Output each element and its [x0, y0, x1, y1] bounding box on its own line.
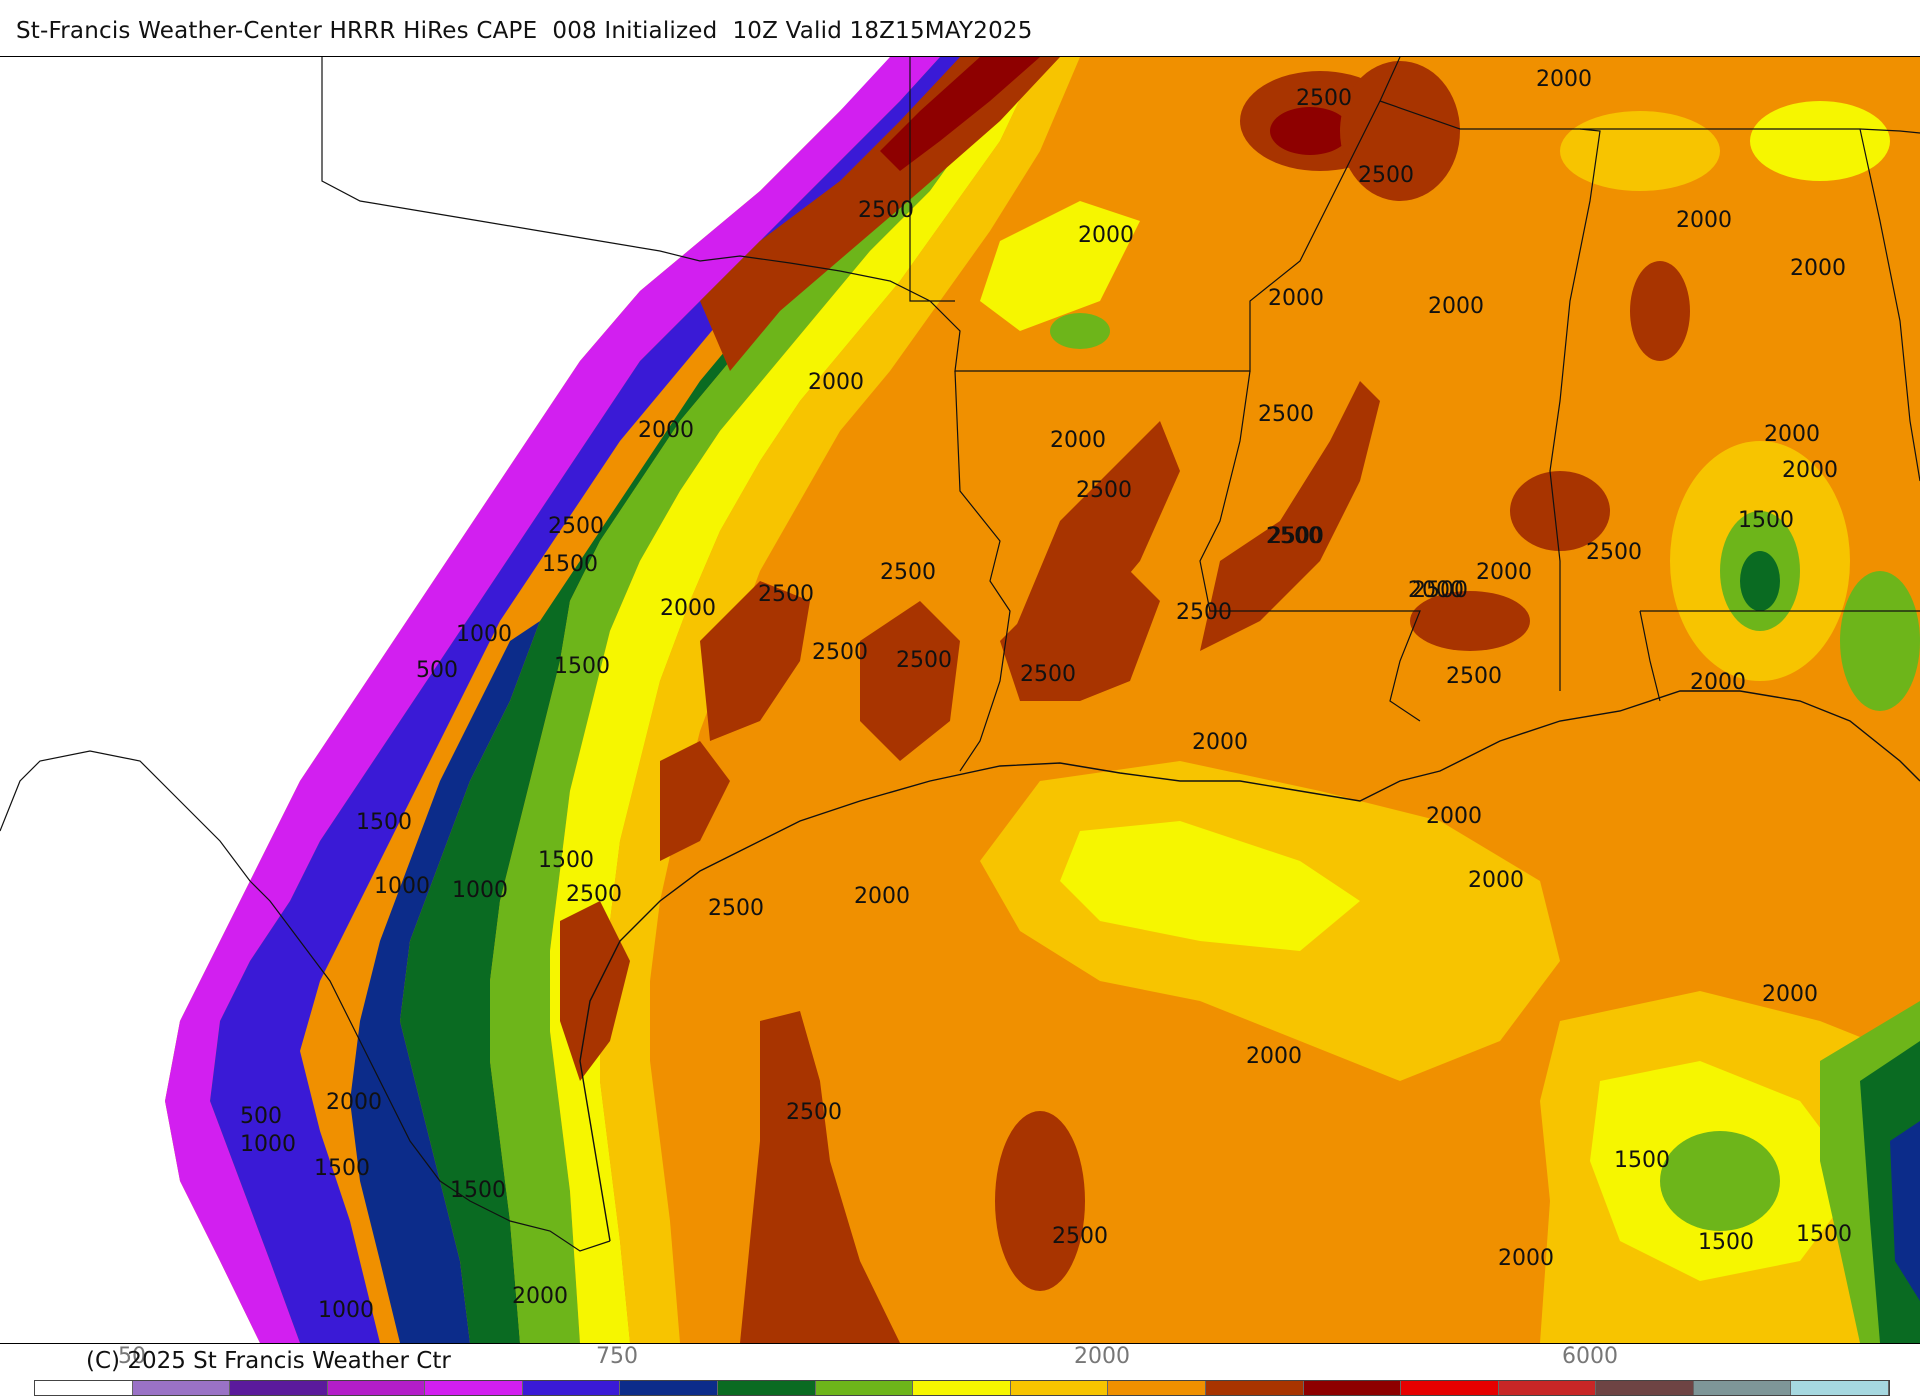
contour-label: 2000 [1790, 256, 1846, 281]
colorbar-legend [34, 1380, 1890, 1396]
contour-label: 2500 [812, 640, 868, 665]
contour-label: 2000 [1268, 286, 1324, 311]
contour-label: 2500 [880, 560, 936, 585]
colorbar-swatch [620, 1381, 719, 1395]
contour-label: 1000 [452, 878, 508, 903]
contour-labels: 2000 2500 2500 2500 2000 2000 2000 2000 … [240, 67, 1852, 1323]
contour-label: 500 [416, 658, 458, 683]
contour-label: 1000 [374, 874, 430, 899]
contour-label: 2000 [1468, 868, 1524, 893]
contour-label: 2000 [1782, 458, 1838, 483]
colorbar-swatch [718, 1381, 816, 1395]
contour-label: 2000 [1428, 294, 1484, 319]
contour-label: 2000 [326, 1090, 382, 1115]
map-title: St-Francis Weather-Center HRRR HiRes CAP… [16, 18, 1033, 44]
contour-label: 2000 [1050, 428, 1106, 453]
contour-label: 2500 [1358, 163, 1414, 188]
contour-label: 2500 [1176, 600, 1232, 625]
contour-label: 2000 [1676, 208, 1732, 233]
contour-label: 1500 [356, 810, 412, 835]
copyright-credit: (C) 2025 St Francis Weather Ctr [86, 1348, 451, 1374]
contour-label: 1000 [240, 1132, 296, 1157]
colorbar-swatch [815, 1381, 914, 1395]
contour-label: 2000 [1078, 223, 1134, 248]
contour-label: 2500 [786, 1100, 842, 1125]
colorbar-swatch [425, 1381, 523, 1395]
contour-label: 2500 [1268, 524, 1324, 549]
colorbar-swatch [230, 1381, 328, 1395]
contour-label: 2000 [1498, 1246, 1554, 1271]
colorbar-swatch [1303, 1381, 1402, 1395]
contour-label: 2000 [1762, 982, 1818, 1007]
contour-label: 2000 [854, 884, 910, 909]
contour-label: 2000 [638, 418, 694, 443]
contour-label: 2000 [1476, 560, 1532, 585]
colorbar-swatch [1108, 1381, 1206, 1395]
contour-label: 2500 [758, 582, 814, 607]
contour-label: 2000 [1764, 422, 1820, 447]
contour-label: 2500 [1052, 1224, 1108, 1249]
colorbar-tick-label: 6000 [1562, 1344, 1618, 1369]
contour-label: 1500 [450, 1178, 506, 1203]
contour-label: 2000 [1192, 730, 1248, 755]
contour-label: 2500 [1020, 662, 1076, 687]
colorbar-swatch [522, 1381, 621, 1395]
colorbar-swatch [1401, 1381, 1499, 1395]
contour-label: 1500 [554, 654, 610, 679]
contour-label: 2500 [566, 882, 622, 907]
contour-label: 1500 [1698, 1230, 1754, 1255]
contour-label: 2500 [1076, 478, 1132, 503]
contour-label: 2500 [896, 648, 952, 673]
contour-label: 2500 [1446, 664, 1502, 689]
colorbar-swatch [913, 1381, 1011, 1395]
weather-map-image: 2000 2500 2500 2500 2000 2000 2000 2000 … [0, 57, 1920, 1343]
contour-label: 1500 [538, 848, 594, 873]
contour-label: 1000 [318, 1298, 374, 1323]
contour-label: 2500 [858, 198, 914, 223]
contour-label: 1500 [542, 552, 598, 577]
contour-label: 500 [240, 1104, 282, 1129]
contour-label: 2500 [1266, 524, 1322, 549]
colorbar-tick-label: 50 [118, 1344, 146, 1369]
contour-label: 2500 [1296, 86, 1352, 111]
colorbar-swatch [35, 1381, 133, 1395]
colorbar-swatch [1010, 1381, 1109, 1395]
contour-label: 1500 [1796, 1222, 1852, 1247]
colorbar-swatch [1693, 1381, 1792, 1395]
colorbar-swatch [1498, 1381, 1597, 1395]
contour-label: 1500 [1738, 508, 1794, 533]
contour-label: 2000 [1536, 67, 1592, 92]
colorbar-swatch [327, 1381, 426, 1395]
colorbar-swatch [1596, 1381, 1694, 1395]
contour-label: 2500 [708, 896, 764, 921]
contour-label: 2500 [548, 514, 604, 539]
contour-label: 2000 [1690, 670, 1746, 695]
contour-label: 2500 [1412, 578, 1468, 603]
contour-label: 1500 [1614, 1148, 1670, 1173]
contour-label: 2500 [1586, 540, 1642, 565]
contour-label: 2000 [1246, 1044, 1302, 1069]
contour-label: 2000 [1408, 578, 1464, 603]
colorbar-swatch [1205, 1381, 1304, 1395]
contour-label: 1000 [456, 622, 512, 647]
contour-label: 2000 [660, 596, 716, 621]
colorbar-swatch [1791, 1381, 1889, 1395]
contour-label: 2000 [808, 370, 864, 395]
contour-label: 1500 [314, 1156, 370, 1181]
contour-label: 2000 [512, 1284, 568, 1309]
colorbar-tick-label: 2000 [1074, 1344, 1130, 1369]
colorbar-tick-label: 750 [596, 1344, 638, 1369]
contour-label: 2000 [1426, 804, 1482, 829]
contour-label: 2500 [1258, 402, 1314, 427]
cape-map: 2000 2500 2500 2500 2000 2000 2000 2000 … [0, 56, 1920, 1344]
colorbar-swatch [132, 1381, 231, 1395]
